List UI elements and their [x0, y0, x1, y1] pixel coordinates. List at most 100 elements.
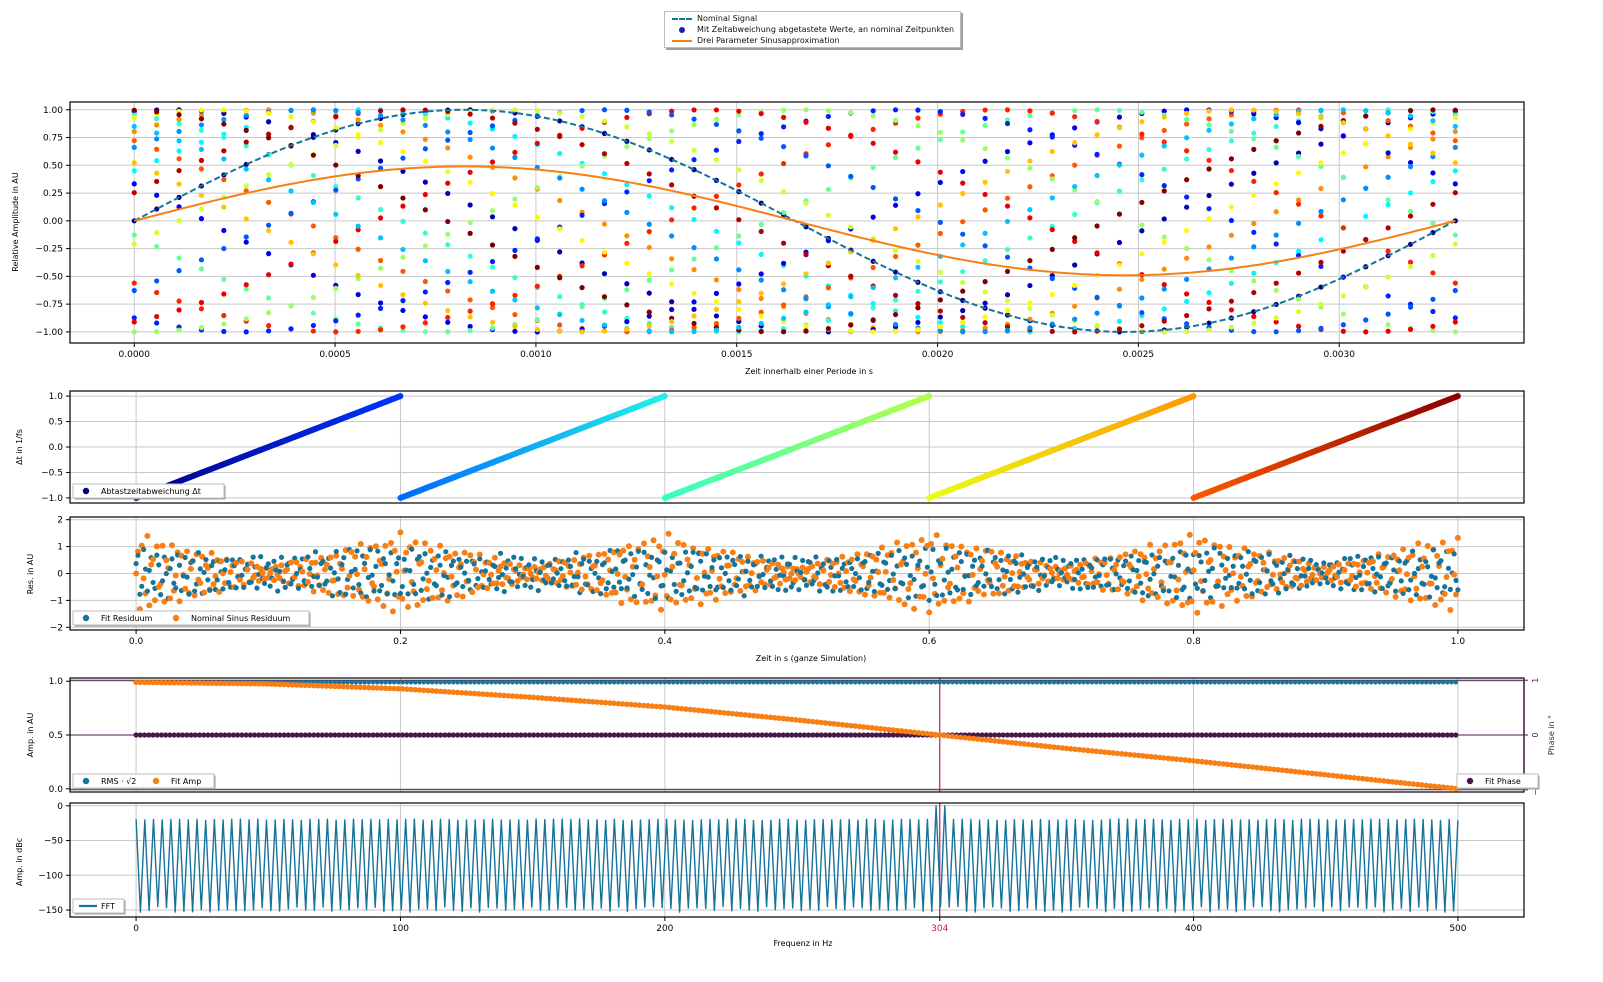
- nominal-residual-point: [1132, 548, 1139, 555]
- sample-point: [937, 230, 943, 237]
- rms-point: [1394, 680, 1399, 685]
- nominal-residual-point: [697, 601, 704, 608]
- sample-point: [198, 139, 205, 145]
- fit-amp-point: [349, 684, 355, 690]
- sampled-points-series: [131, 107, 1458, 335]
- phase-point: [1080, 732, 1087, 738]
- sample-point: [758, 271, 764, 277]
- nominal-residual-point: [669, 563, 676, 570]
- phase-point: [861, 732, 867, 738]
- phase-point: [1410, 732, 1417, 738]
- sample-point: [1161, 282, 1167, 288]
- rms-point: [1445, 680, 1450, 685]
- fit-residual-point: [1249, 591, 1255, 597]
- y-tick-label-right: 0: [1531, 732, 1540, 737]
- sample-point: [1430, 118, 1436, 124]
- sample-point: [131, 319, 137, 325]
- sample-point: [1184, 312, 1190, 319]
- sample-point: [1273, 319, 1279, 325]
- sample-point: [691, 328, 697, 335]
- fit-amp-point: [268, 681, 275, 687]
- fit-residual-point: [707, 583, 713, 590]
- fit-residual-point: [917, 558, 923, 564]
- nominal-residual-point: [312, 559, 319, 566]
- sample-point: [1004, 149, 1011, 155]
- nominal-residual-point: [625, 543, 632, 550]
- fit-residual-point: [1442, 584, 1448, 590]
- fit-residual-point: [1124, 585, 1131, 591]
- nominal-residual-point: [682, 596, 689, 603]
- fit-amp-point: [564, 697, 571, 703]
- nominal-residual-point: [433, 567, 440, 574]
- fit-amp-point: [522, 694, 529, 700]
- fit-amp-point: [602, 699, 609, 706]
- rms-point: [1381, 680, 1387, 685]
- fit-residual-point: [465, 577, 472, 583]
- sample-point: [355, 312, 361, 318]
- rms-point: [1423, 680, 1429, 685]
- rms-point: [768, 680, 773, 685]
- nominal-residual-point: [748, 570, 755, 577]
- nominal-residual-point: [1368, 585, 1375, 592]
- fit-residual-point: [635, 548, 641, 554]
- sample-point: [512, 149, 518, 155]
- phase-point: [1203, 732, 1209, 738]
- nominal-residual-point: [284, 566, 291, 573]
- fit-residual-point: [573, 549, 579, 556]
- sample-point: [445, 115, 451, 121]
- sample-point: [579, 142, 585, 148]
- fit-amp-point: [755, 713, 761, 719]
- phase-point: [230, 732, 236, 738]
- sample-point: [870, 140, 876, 146]
- fit-residual-point: [924, 564, 930, 570]
- nominal-residual-point: [1001, 573, 1008, 580]
- sample-point: [266, 251, 272, 257]
- nominal-residual-point: [167, 595, 174, 602]
- sample-point: [848, 109, 854, 116]
- phase-point: [459, 732, 465, 738]
- rms-point: [1199, 680, 1205, 685]
- x-tick-label: 304: [931, 924, 948, 934]
- rms-point: [404, 680, 409, 685]
- nominal-residual-point: [578, 586, 585, 593]
- nominal-residual-point: [631, 556, 638, 563]
- rms-point: [696, 680, 701, 685]
- fit-residual-point: [1374, 571, 1380, 577]
- fit-residual-point: [184, 574, 190, 580]
- sample-point: [1139, 323, 1145, 329]
- sample-point: [176, 128, 182, 135]
- fit-residual-point: [169, 556, 175, 562]
- sample-point: [825, 113, 831, 120]
- sample-point: [669, 217, 675, 223]
- sample-point: [400, 120, 406, 127]
- nominal-residual-point: [431, 555, 438, 562]
- sample-point: [1363, 185, 1369, 191]
- nominal-residual-point: [960, 590, 967, 597]
- sample-point: [154, 244, 160, 250]
- rms-point: [358, 680, 363, 685]
- nominal-residual-point: [980, 591, 987, 598]
- nominal-residual-point: [593, 587, 600, 594]
- fit-residual-point: [605, 580, 611, 586]
- sample-point: [803, 323, 809, 329]
- fit-residual-point: [369, 572, 375, 578]
- phase-point: [1224, 732, 1230, 738]
- nominal-residual-point: [1164, 600, 1171, 607]
- sample-point: [1318, 107, 1324, 113]
- nominal-residual-point: [1190, 567, 1197, 574]
- phase-point: [712, 732, 719, 738]
- sample-point: [1139, 199, 1145, 206]
- fit-residual-point: [941, 577, 947, 583]
- rms-point: [1140, 680, 1145, 685]
- nominal-residual-point: [1169, 597, 1176, 604]
- phase-point: [243, 732, 249, 738]
- fit-amp-point: [526, 694, 533, 700]
- nominal-residual-point: [726, 562, 733, 569]
- sample-point: [422, 111, 428, 117]
- nominal-residual-point: [612, 589, 619, 596]
- rms-point: [747, 680, 752, 685]
- rms-point: [683, 680, 689, 685]
- phase-point: [649, 732, 655, 738]
- rms-point: [649, 680, 655, 685]
- sample-point: [870, 164, 876, 171]
